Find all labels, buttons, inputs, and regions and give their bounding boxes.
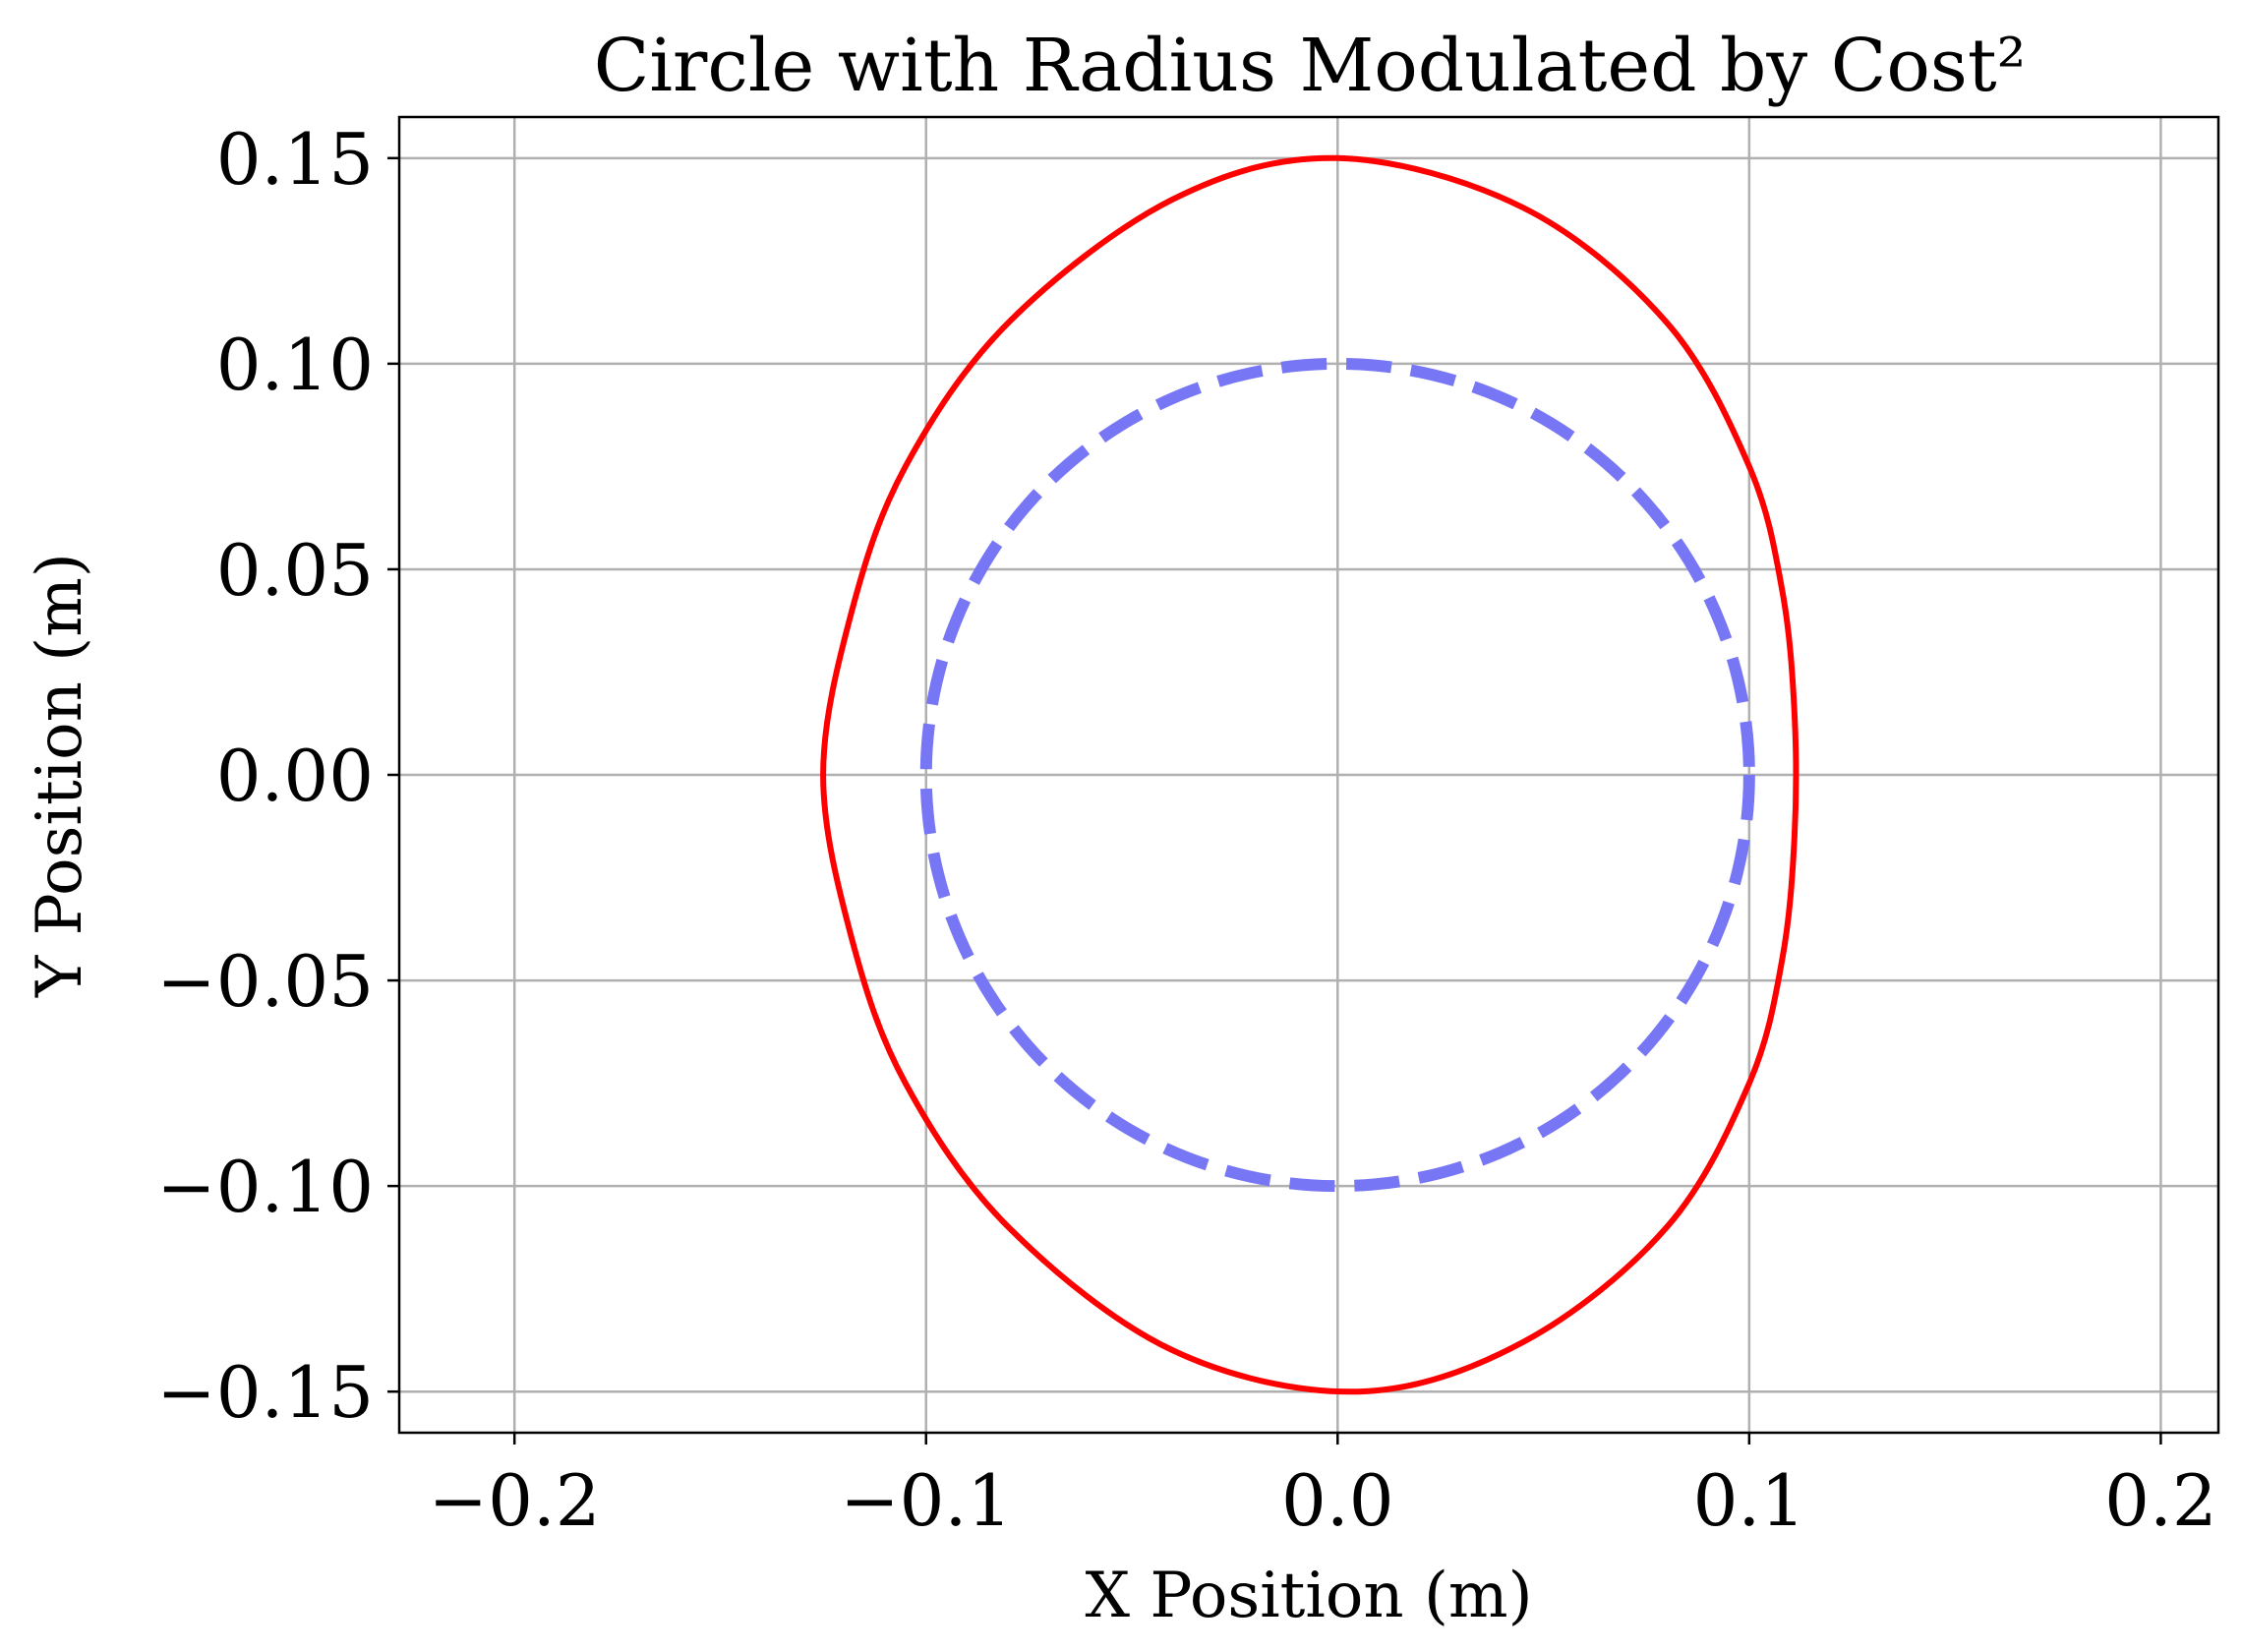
y-axis-label: Y Position (m) [24, 553, 96, 998]
x-axis-label: X Position (m) [1085, 1560, 1532, 1632]
x-tick-label: 0.2 [2104, 1459, 2217, 1542]
x-tick-label: −0.1 [840, 1459, 1012, 1542]
y-tick-label: −0.15 [156, 1351, 374, 1434]
y-tick-label: 0.00 [216, 735, 374, 817]
x-tick-label: 0.1 [1693, 1459, 1806, 1542]
grid [399, 117, 2218, 1433]
modulated-circle-line [820, 154, 1800, 1395]
series-layer [820, 154, 1800, 1395]
y-tick-label: 0.05 [216, 529, 374, 612]
ticks: −0.2 −0.1 0.0 0.1 0.2 0.15 0.10 0.05 0.00 −0.05 −0… [156, 118, 2216, 1542]
reference-circle-line [919, 357, 1755, 1193]
y-tick-label: 0.15 [216, 118, 374, 201]
x-tick-label: −0.2 [429, 1459, 601, 1542]
y-tick-label: −0.10 [156, 1146, 374, 1228]
x-tick-label: 0.0 [1281, 1459, 1394, 1542]
y-tick-label: −0.05 [156, 940, 374, 1023]
chart-title: Circle with Radius Modulated by Cost² [594, 24, 2027, 108]
y-tick-label: 0.10 [216, 324, 374, 406]
